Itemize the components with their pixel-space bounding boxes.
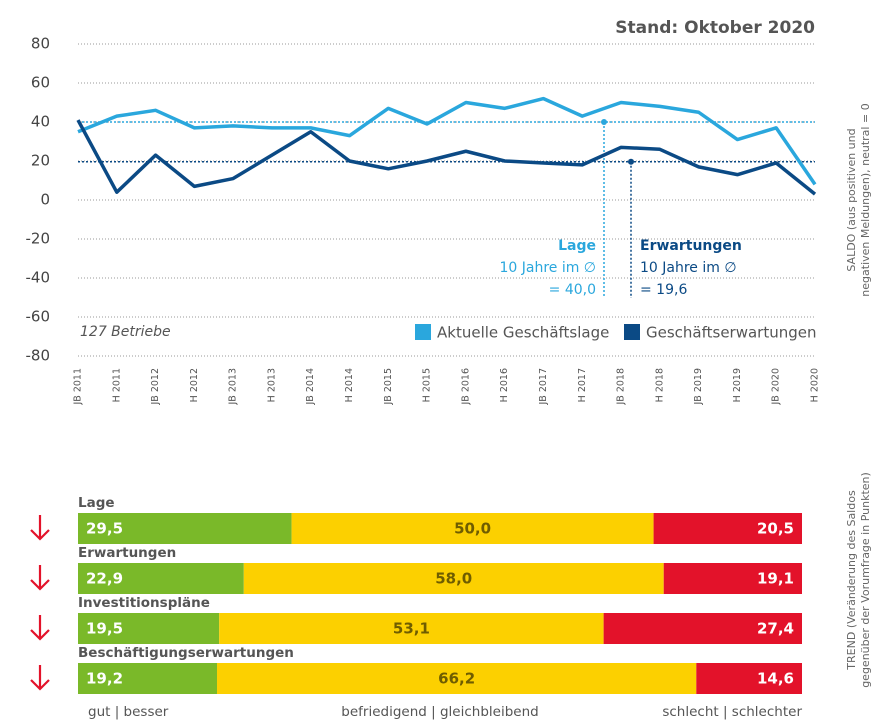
annotation-title: Lage — [558, 238, 596, 254]
bar-segment — [219, 613, 604, 644]
category-label: Beschäftigungserwartungen — [78, 645, 294, 661]
annotation-text: 10 Jahre im ∅ — [499, 260, 596, 276]
value-label: 27,4 — [757, 620, 794, 638]
y-tick-label: -60 — [26, 308, 51, 326]
chart-title: Stand: Oktober 2020 — [615, 18, 815, 38]
annotation-text: = 40,0 — [549, 282, 596, 298]
legend-label: schlecht | schlechter — [662, 704, 802, 720]
x-tick-label: JB 2013 — [228, 368, 239, 406]
x-tick-label: H 2011 — [111, 368, 122, 402]
series-line — [76, 119, 817, 196]
note: 127 Betriebe — [80, 324, 171, 340]
value-label: 22,9 — [86, 570, 123, 588]
bar-segment — [78, 563, 244, 594]
value-label: 29,5 — [86, 520, 123, 538]
y-tick-label: 60 — [31, 74, 50, 92]
x-tick-label: H 2012 — [189, 368, 200, 402]
x-tick-label: JB 2011 — [73, 368, 84, 406]
x-tick-label: JB 2020 — [771, 368, 782, 406]
value-label: 19,1 — [757, 570, 794, 588]
value-label: 20,5 — [757, 520, 794, 538]
axis-label: SALDO (aus positiven und — [845, 128, 858, 271]
bar-segment — [243, 563, 664, 594]
legend-label: Aktuelle Geschäftslage — [437, 324, 609, 342]
x-tick-label: JB 2017 — [538, 368, 549, 406]
y-tick-label: 80 — [31, 35, 50, 53]
series-line — [77, 96, 817, 186]
value-label: 19,5 — [86, 620, 123, 638]
y-tick-label: -80 — [26, 347, 51, 365]
x-tick-label: JB 2012 — [150, 368, 161, 406]
x-tick-label: JB 2018 — [616, 368, 627, 406]
legend-label: befriedigend | gleichbleibend — [341, 704, 538, 720]
legend-swatch — [415, 324, 431, 340]
trend-arrow — [30, 515, 50, 541]
annotation-dot — [628, 158, 634, 165]
bar-segment — [696, 663, 802, 694]
annotation-dot — [601, 119, 607, 125]
x-tick-label: H 2016 — [499, 368, 510, 402]
legend-label: Geschäftserwartungen — [646, 324, 817, 342]
x-tick-label: H 2019 — [732, 368, 743, 402]
x-tick-label: JB 2019 — [693, 368, 704, 406]
y-tick-label: -40 — [26, 269, 51, 287]
bar-segment — [78, 613, 220, 644]
x-tick-label: JB 2016 — [460, 368, 471, 406]
value-label: 53,1 — [393, 620, 430, 638]
axis-label: TREND (Veränderung des Saldos — [845, 490, 858, 671]
bar-segment — [603, 613, 802, 644]
axis-label: gegenüber der Vorumfrage in Punkten) — [859, 472, 872, 688]
annotation-text: 10 Jahre im ∅ — [640, 260, 737, 276]
value-label: 19,2 — [86, 670, 123, 688]
bar-segment — [663, 563, 802, 594]
category-label: Erwartungen — [78, 545, 176, 561]
value-label: 50,0 — [454, 520, 491, 538]
trend-arrow — [30, 565, 50, 591]
x-tick-label: H 2020 — [810, 368, 821, 402]
category-label: Lage — [78, 495, 115, 511]
value-label: 58,0 — [435, 570, 472, 588]
x-tick-label: JB 2014 — [305, 368, 316, 406]
annotation-text: = 19,6 — [640, 282, 687, 298]
annotation-title: Erwartungen — [640, 238, 742, 254]
y-tick-label: -20 — [26, 230, 51, 248]
bar-segment — [217, 663, 697, 694]
axis-label: negativen Meldungen), neutral = 0 — [859, 103, 872, 296]
bar-segment — [78, 513, 292, 544]
category-label: Investitionspläne — [78, 595, 210, 611]
bar-segment — [653, 513, 802, 544]
x-tick-label: JB 2015 — [383, 368, 394, 406]
x-tick-label: H 2018 — [654, 368, 665, 402]
x-tick-label: H 2017 — [577, 368, 588, 402]
x-tick-label: H 2015 — [422, 368, 433, 402]
trend-arrow — [30, 615, 50, 641]
value-label: 66,2 — [438, 670, 475, 688]
legend-label: gut | besser — [88, 704, 169, 720]
x-tick-label: H 2013 — [266, 368, 277, 402]
value-label: 14,6 — [757, 670, 794, 688]
bar-segment — [291, 513, 654, 544]
trend-arrow — [30, 665, 50, 691]
y-tick-label: 0 — [40, 191, 50, 209]
x-tick-label: H 2014 — [344, 368, 355, 402]
y-tick-label: 20 — [31, 152, 50, 170]
bar-segment — [78, 663, 218, 694]
y-tick-label: 40 — [31, 113, 50, 131]
legend-swatch — [624, 324, 640, 340]
